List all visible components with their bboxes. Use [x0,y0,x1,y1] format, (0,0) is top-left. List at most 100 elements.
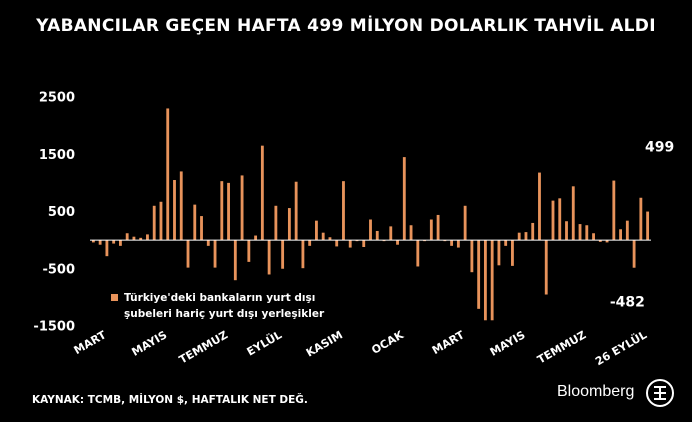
bar-week-77 [612,180,616,241]
legend-line-1: Türkiye'deki bankaların yurt dışı [124,292,315,304]
bar-week-9 [152,205,156,241]
bar-week-43 [382,240,386,242]
bar-week-17 [206,240,210,246]
x-tick-label: KASIM [304,328,345,359]
bar-week-71 [571,186,575,241]
bar-week-34 [321,232,325,241]
bar-week-26 [267,240,271,275]
bar-week-28 [281,240,285,269]
bar-week-23 [247,240,251,262]
bar-week-36 [335,240,339,247]
bar-week-13 [179,171,183,241]
bar-week-18 [213,240,217,268]
bar-week-47 [409,225,413,241]
bar-week-48 [416,240,420,267]
annotations: 499 -482 [610,139,674,310]
x-tick-label: OCAK [369,328,406,357]
bar-week-29 [287,208,291,241]
legend-swatch [111,294,118,301]
bar-week-72 [578,224,582,241]
x-tick-label: MAYIS [488,328,528,358]
bar-week-79 [625,220,629,241]
y-tick-label: 1500 [39,148,75,163]
bar-week-1 [98,240,102,245]
annotation-label: 499 [645,139,674,155]
bar-week-32 [308,240,312,246]
x-tick-label: 26 EYLÜL [593,327,650,368]
bar-week-25 [260,145,264,241]
bar-week-59 [490,240,494,321]
bar-week-7 [139,237,143,241]
bar-week-51 [436,214,440,241]
bars [91,108,650,321]
bar-week-70 [565,221,568,241]
x-tick-label: TEMMUZ [177,328,230,366]
bar-week-63 [517,232,521,241]
bar-week-33 [315,220,318,241]
bar-week-46 [402,157,406,241]
bar-week-67 [544,240,548,295]
bar-week-2 [105,240,109,257]
bar-week-4 [119,240,122,246]
bar-week-73 [585,225,589,241]
y-tick-label: 500 [48,205,75,220]
bar-week-12 [173,180,176,241]
bar-week-35 [328,237,332,241]
bar-week-40 [362,240,366,247]
x-tick-label: MAYIS [129,328,169,358]
x-tick-label: MART [72,328,109,357]
bar-week-41 [369,219,372,241]
bar-week-37 [342,181,345,241]
bar-week-60 [497,240,501,266]
bar-week-42 [375,230,379,241]
bar-week-21 [233,240,237,281]
bar-week-74 [592,233,595,241]
bar-week-62 [511,240,514,266]
bar-week-11 [166,108,170,241]
bar-week-20 [227,182,230,241]
bar-week-76 [605,240,609,243]
bar-week-69 [558,198,562,241]
x-axis-ticks: MART MAYIS TEMMUZ EYLÜL KASIM OCAK MART MAYIS TE… [72,327,649,368]
bar-week-8 [146,234,149,241]
bar-week-38 [348,240,352,248]
bar-week-65 [531,222,535,241]
source-note: KAYNAK: TCMB, MİLYON $, HAFTALIK NET DEĞ… [32,394,308,406]
bar-week-66 [538,172,541,241]
bar-week-78 [619,229,622,241]
bar-week-6 [132,236,136,241]
bar-week-80 [632,240,636,268]
bar-week-49 [423,240,426,242]
bar-week-5 [125,233,129,241]
bar-week-55 [463,205,467,241]
bar-week-52 [443,240,447,242]
legend-line-2: şubeleri hariç yurt dışı yerleşikler [124,308,325,320]
bar-week-68 [551,200,555,241]
y-axis-ticks: 2500 1500 500 -500 -1500 [33,91,75,335]
bar-week-54 [456,240,460,248]
bar-week-45 [396,240,399,245]
bar-week-81 [639,197,643,241]
bar-week-10 [159,201,163,241]
chart-title: YABANCILAR GEÇEN HAFTA 499 MİLYON DOLARL… [36,16,656,36]
bar-week-27 [274,205,278,241]
x-tick-label: MART [430,328,467,357]
bar-week-30 [294,181,298,241]
bar-week-31 [301,240,305,269]
bar-week-39 [355,240,359,242]
bar-week-56 [470,240,474,273]
bar-week-58 [483,240,487,321]
y-tick-label: -1500 [33,320,75,335]
ht-logo-icon [646,379,674,407]
bar-week-44 [389,226,393,241]
y-tick-label: 2500 [39,91,75,106]
legend: Türkiye'deki bankaların yurt dışı şubele… [111,292,325,320]
bar-week-82 [646,211,650,241]
bar-week-61 [504,240,508,246]
bar-week-53 [450,240,454,246]
bar-week-50 [429,219,433,241]
bloomberg-logo: Bloomberg [557,383,635,400]
bar-week-16 [200,216,203,241]
bar-week-24 [254,235,258,241]
